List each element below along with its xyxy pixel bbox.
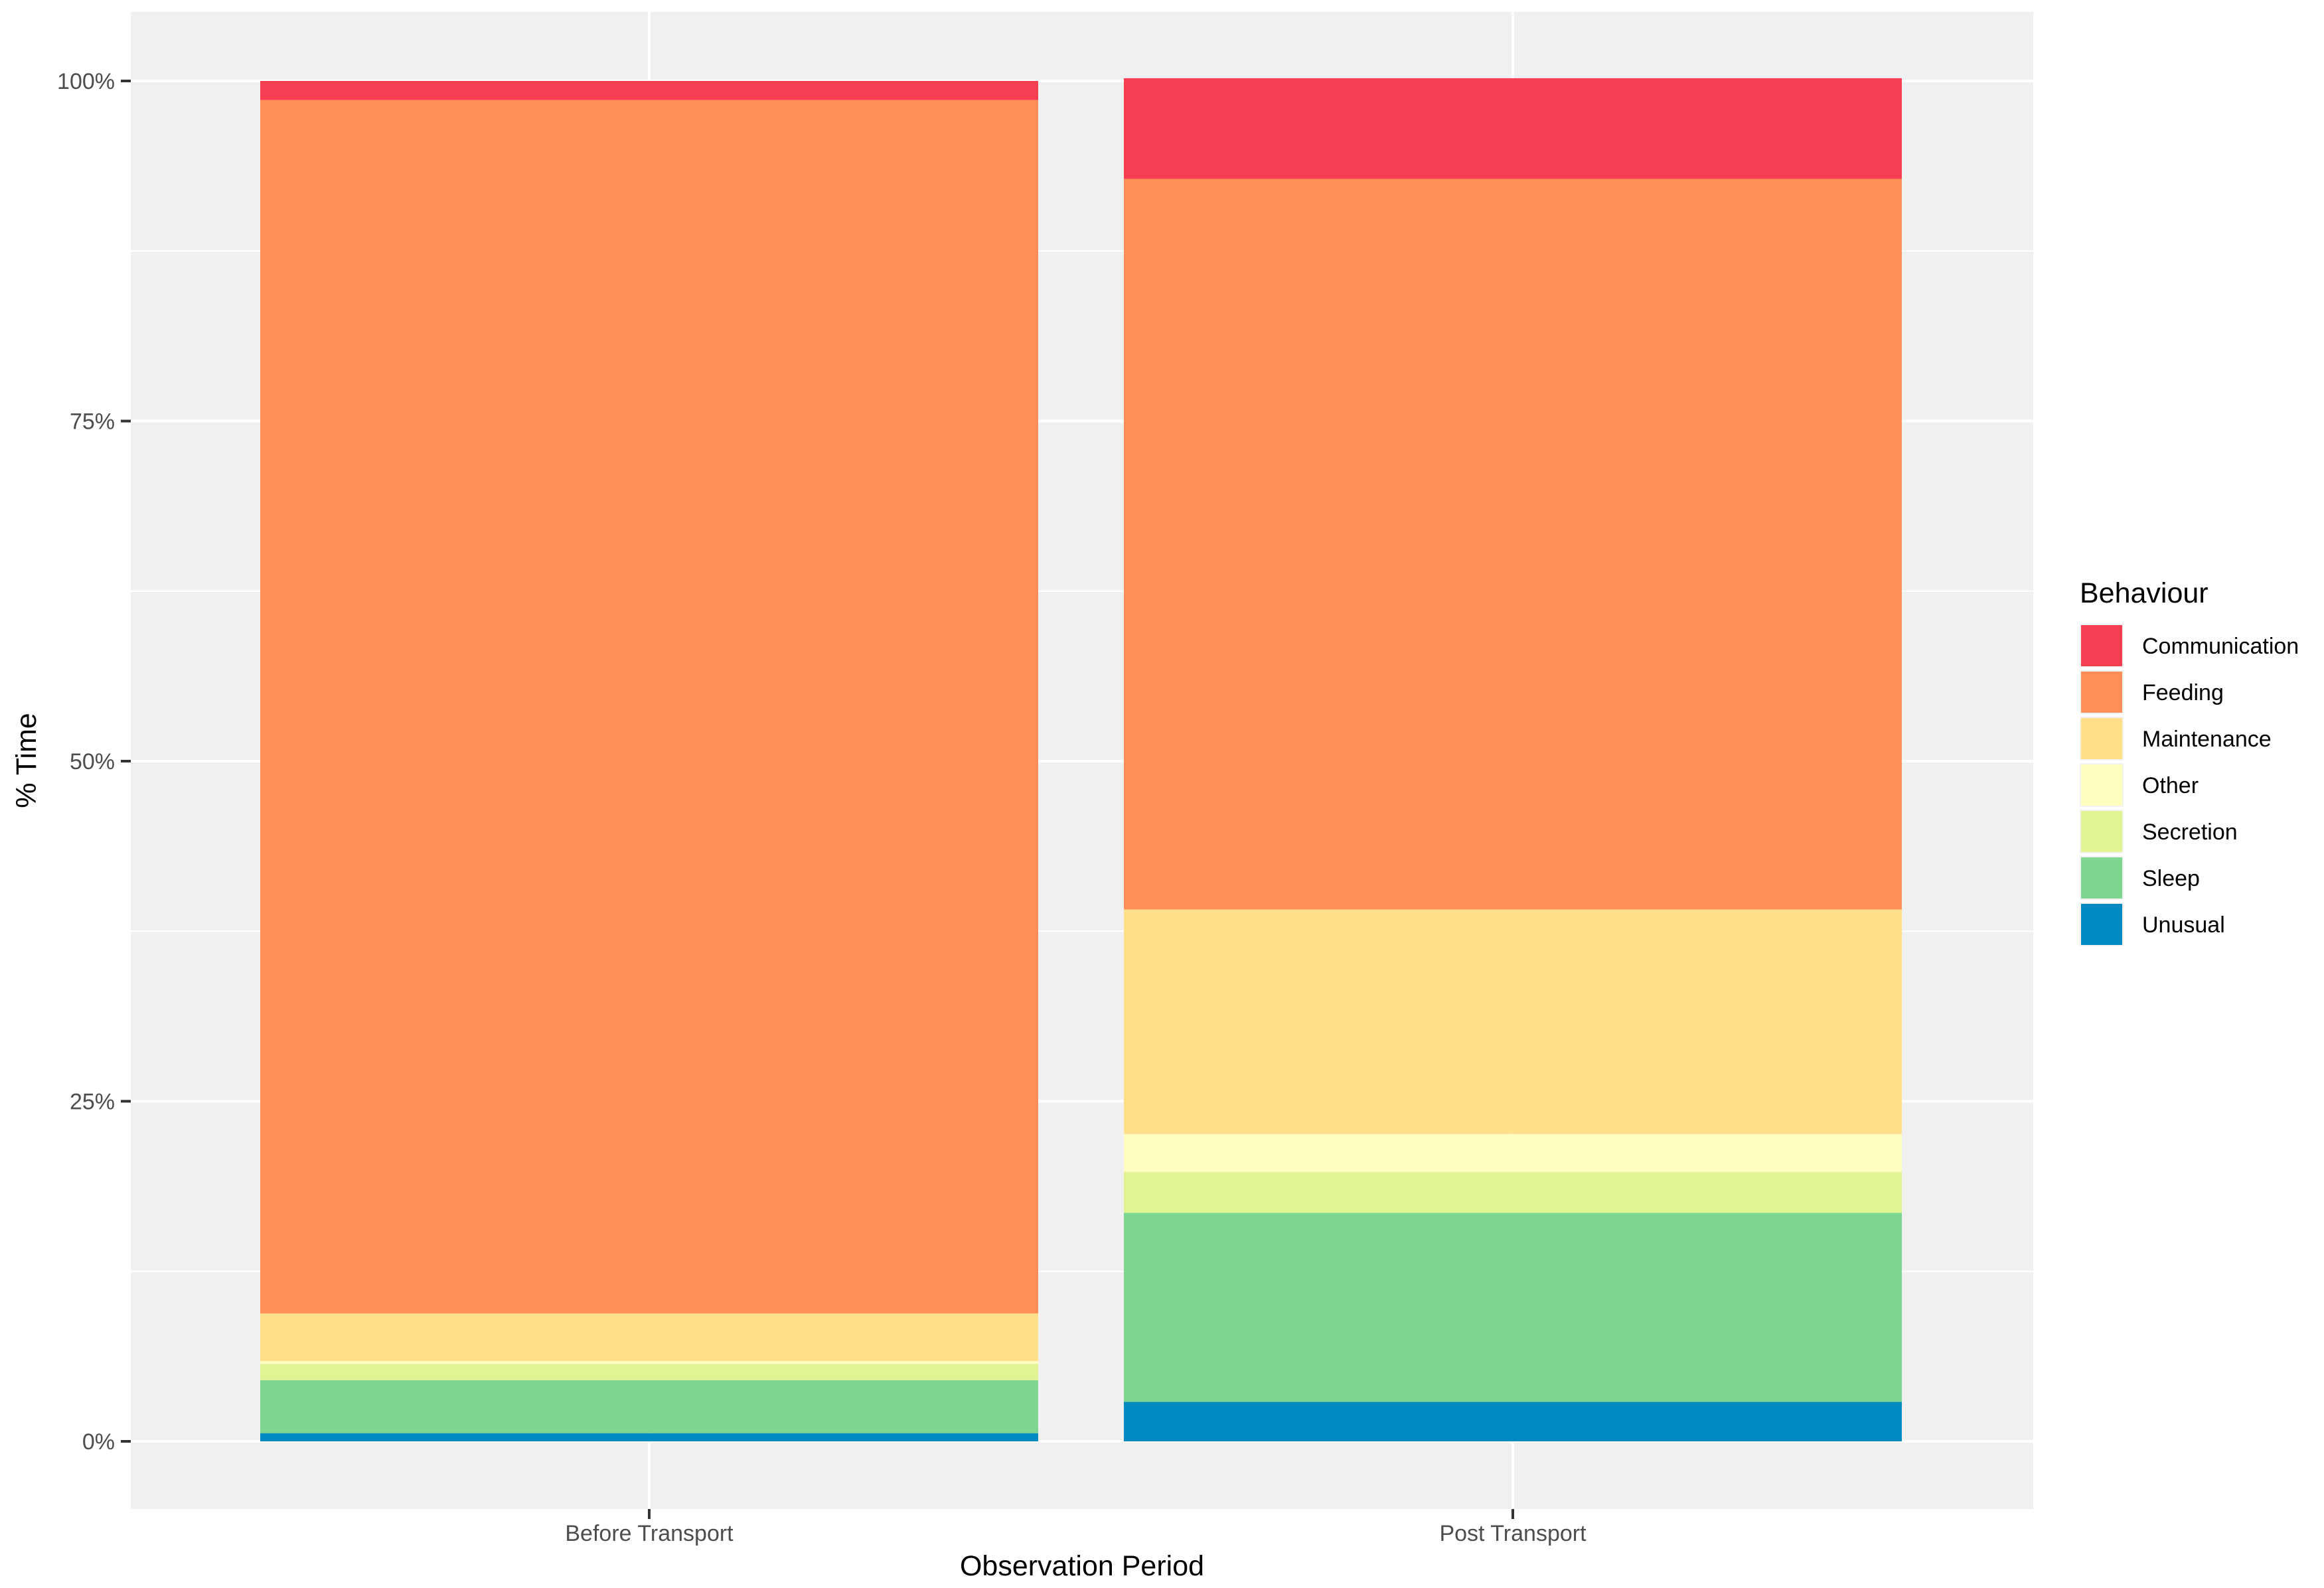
bar-segment-other-before-transport (260, 1361, 1038, 1364)
legend-label-unusual: Unusual (2142, 912, 2225, 938)
bar-segment-unusual-before-transport (260, 1433, 1038, 1441)
bar-segment-sleep-post-transport (1124, 1212, 1902, 1402)
legend-swatch-other (2081, 764, 2122, 806)
y-tick-label: 50% (70, 749, 115, 774)
y-tick-label: 25% (70, 1090, 115, 1115)
legend-swatch-secretion (2081, 811, 2122, 852)
bar-segment-other-post-transport (1124, 1133, 1902, 1173)
bar-segment-maintenance-before-transport (260, 1313, 1038, 1362)
legend-swatch-communication (2081, 625, 2122, 666)
x-axis-title: Observation Period (960, 1550, 1204, 1582)
legend-label-communication: Communication (2142, 634, 2299, 659)
x-tick-label: Post Transport (1439, 1521, 1587, 1546)
legend-label-other: Other (2142, 773, 2199, 798)
bar-segment-secretion-post-transport (1124, 1172, 1902, 1213)
bar-segment-communication-post-transport (1124, 78, 1902, 179)
legend-title: Behaviour (2080, 577, 2208, 609)
x-tick-label: Before Transport (565, 1521, 734, 1546)
y-axis: 0% 25% 50% 75% 100% (57, 69, 131, 1455)
bar-segment-feeding-before-transport (260, 100, 1038, 1314)
legend-label-feeding: Feeding (2142, 680, 2224, 705)
y-axis-title: % Time (11, 713, 42, 808)
bar-segment-unusual-post-transport (1124, 1402, 1902, 1441)
bar-segment-sleep-before-transport (260, 1380, 1038, 1433)
y-tick-label: 0% (82, 1429, 115, 1455)
legend-label-sleep: Sleep (2142, 866, 2200, 891)
y-tick-label: 100% (57, 69, 115, 94)
bar-segment-secretion-before-transport (260, 1364, 1038, 1380)
bars (260, 78, 1902, 1441)
legend-swatch-sleep (2081, 857, 2122, 899)
legend-label-secretion: Secretion (2142, 820, 2238, 845)
bar-segment-maintenance-post-transport (1124, 909, 1902, 1134)
legend: Communication Feeding Maintenance Other Secr… (2080, 624, 2299, 946)
bar-segment-communication-before-transport (260, 81, 1038, 100)
legend-label-maintenance: Maintenance (2142, 727, 2272, 752)
y-tick-label: 75% (70, 409, 115, 435)
legend-swatch-maintenance (2081, 718, 2122, 759)
legend-swatch-feeding (2081, 672, 2122, 713)
legend-swatch-unusual (2081, 904, 2122, 945)
bar-segment-feeding-post-transport (1124, 179, 1902, 910)
x-axis: Before Transport Post Transport (565, 1509, 1587, 1546)
